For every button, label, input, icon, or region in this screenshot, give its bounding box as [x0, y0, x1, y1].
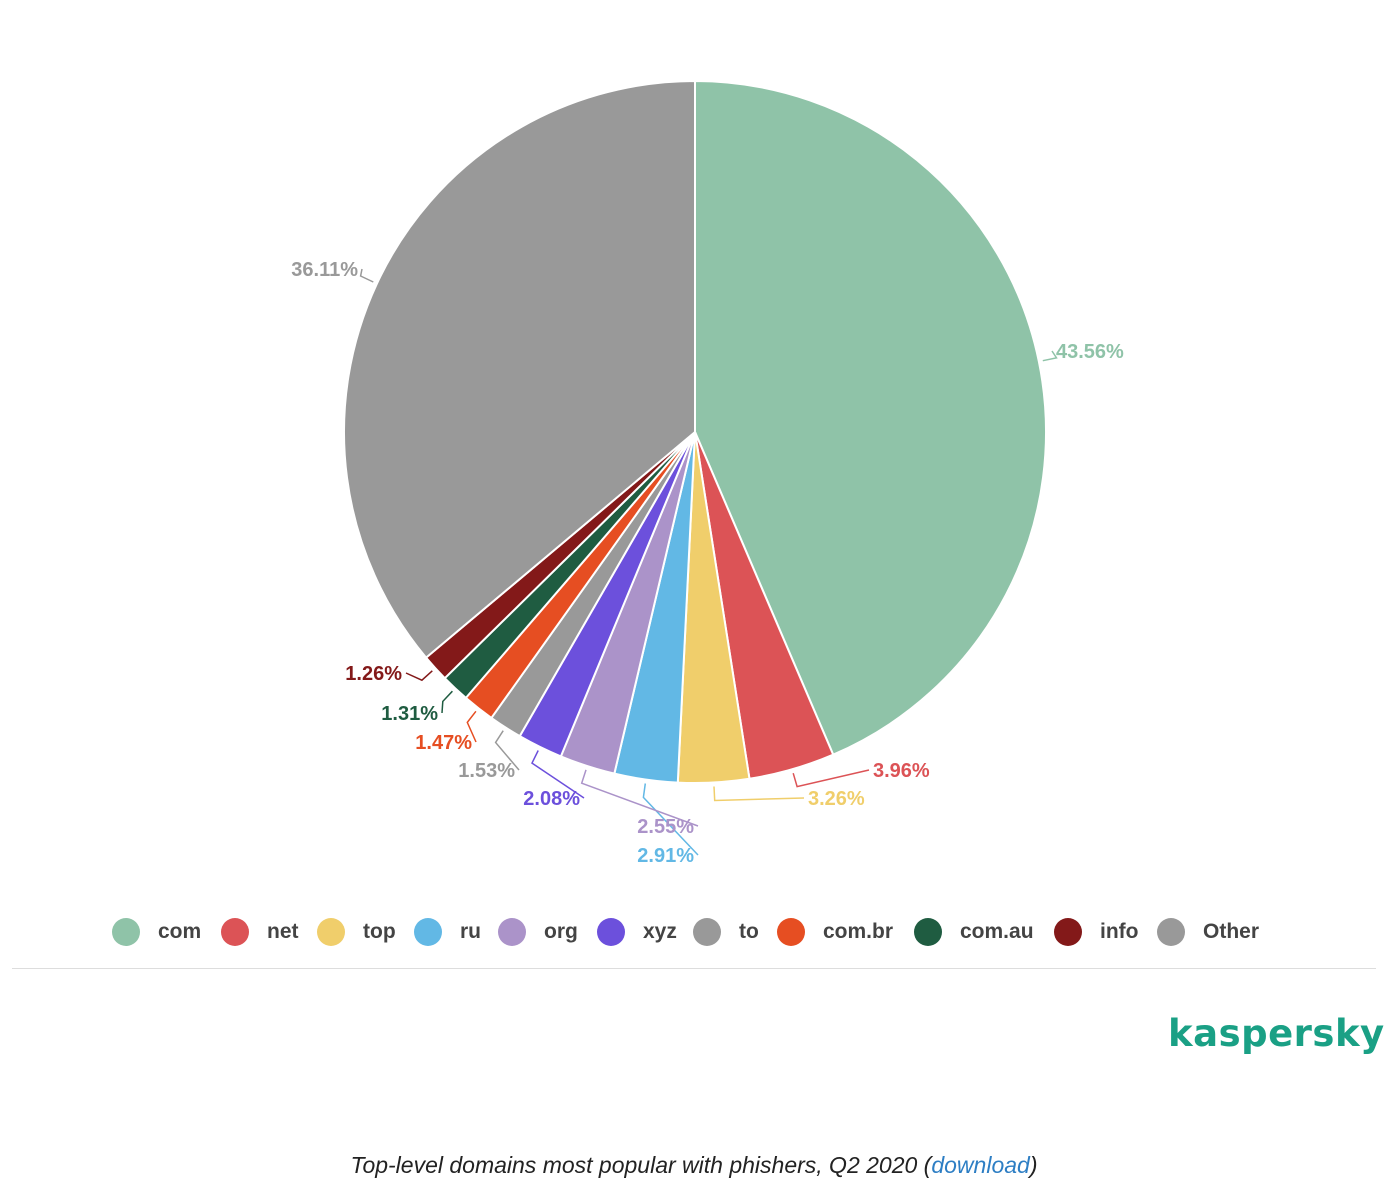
legend-swatch-xyz	[597, 918, 625, 946]
data-label-top: 3.26%	[808, 788, 865, 810]
legend-swatch-net	[221, 918, 249, 946]
chart-legend: com net top ru org xyz to com.br com.au info Other	[0, 908, 1388, 956]
data-label-org: 2.55%	[637, 816, 694, 838]
legend-label-com-br: com.br	[823, 920, 894, 943]
data-label-com-br: 1.47%	[415, 732, 472, 754]
data-label-to: 1.53%	[458, 760, 515, 782]
legend-swatch-info	[1054, 918, 1082, 946]
leader-line-org	[580, 769, 699, 827]
data-label-net: 3.96%	[873, 760, 930, 782]
data-label-other: 36.11%	[291, 259, 358, 281]
legend-swatch-ru	[414, 918, 442, 946]
legend-swatch-com-au	[914, 918, 942, 946]
data-label-com: 43.56%	[1056, 341, 1124, 363]
leader-line-com	[1042, 350, 1058, 362]
legend-item-other[interactable]: Other	[1157, 918, 1259, 946]
data-label-xyz: 2.08%	[523, 788, 580, 810]
legend-label-other: Other	[1203, 920, 1260, 943]
legend-item-com-br[interactable]: com.br	[777, 918, 893, 946]
leader-line-to	[494, 730, 520, 771]
legend-label-net: net	[267, 920, 299, 943]
kaspersky-logo: kaspersky	[1168, 1012, 1385, 1055]
data-label-info: 1.26%	[345, 663, 402, 685]
pie-chart-area: 43.56% 3.96% 3.26% 2.91% 2.55% 2.08% 1.53% 1.47…	[291, 79, 1124, 867]
caption-close: )	[1029, 1152, 1038, 1178]
legend-label-to: to	[739, 920, 759, 943]
legend-item-top[interactable]: top	[317, 918, 396, 946]
legend-swatch-to	[693, 918, 721, 946]
legend-item-to[interactable]: to	[693, 918, 759, 946]
pie-chart: 43.56% 3.96% 3.26% 2.91% 2.55% 2.08% 1.53% 1.47…	[291, 79, 1124, 867]
leader-line-other	[359, 268, 374, 283]
legend-swatch-org	[498, 918, 526, 946]
legend-label-xyz: xyz	[643, 920, 677, 943]
legend-swatch-top	[317, 918, 345, 946]
legend-label-top: top	[363, 920, 396, 943]
leader-line-info	[405, 670, 433, 682]
legend-label-org: org	[544, 920, 578, 943]
legend-label-ru: ru	[460, 920, 481, 943]
legend-label-com: com	[158, 920, 202, 943]
legend-item-xyz[interactable]: xyz	[597, 918, 677, 946]
legend-swatch-other	[1157, 918, 1185, 946]
divider	[12, 968, 1376, 969]
legend-item-ru[interactable]: ru	[414, 918, 481, 946]
data-label-ru: 2.91%	[637, 845, 694, 867]
leader-line-com-au	[441, 690, 453, 714]
legend-swatch-com-br	[777, 918, 805, 946]
leader-line-xyz	[531, 750, 585, 799]
legend-label-com-au: com.au	[960, 920, 1034, 943]
legend-item-net[interactable]: net	[221, 918, 299, 946]
data-label-com-au: 1.31%	[381, 703, 438, 725]
pie-slice-com[interactable]	[694, 79, 1047, 756]
legend-item-com-au[interactable]: com.au	[914, 918, 1034, 946]
figure-caption: Top-level domains most popular with phis…	[0, 1152, 1388, 1179]
legend-swatch-com	[112, 918, 140, 946]
leader-line-ru	[642, 783, 699, 856]
legend-label-info: info	[1100, 920, 1139, 943]
legend-item-com[interactable]: com	[112, 918, 201, 946]
leader-line-com-br	[466, 710, 477, 743]
caption-text: Top-level domains most popular with phis…	[350, 1152, 932, 1178]
leader-line-net	[792, 769, 870, 788]
legend-item-info[interactable]: info	[1054, 918, 1138, 946]
download-link[interactable]: download	[931, 1152, 1030, 1178]
leader-line-top	[713, 786, 805, 802]
legend-item-org[interactable]: org	[498, 918, 578, 946]
pie-slice-other[interactable]	[342, 79, 696, 660]
